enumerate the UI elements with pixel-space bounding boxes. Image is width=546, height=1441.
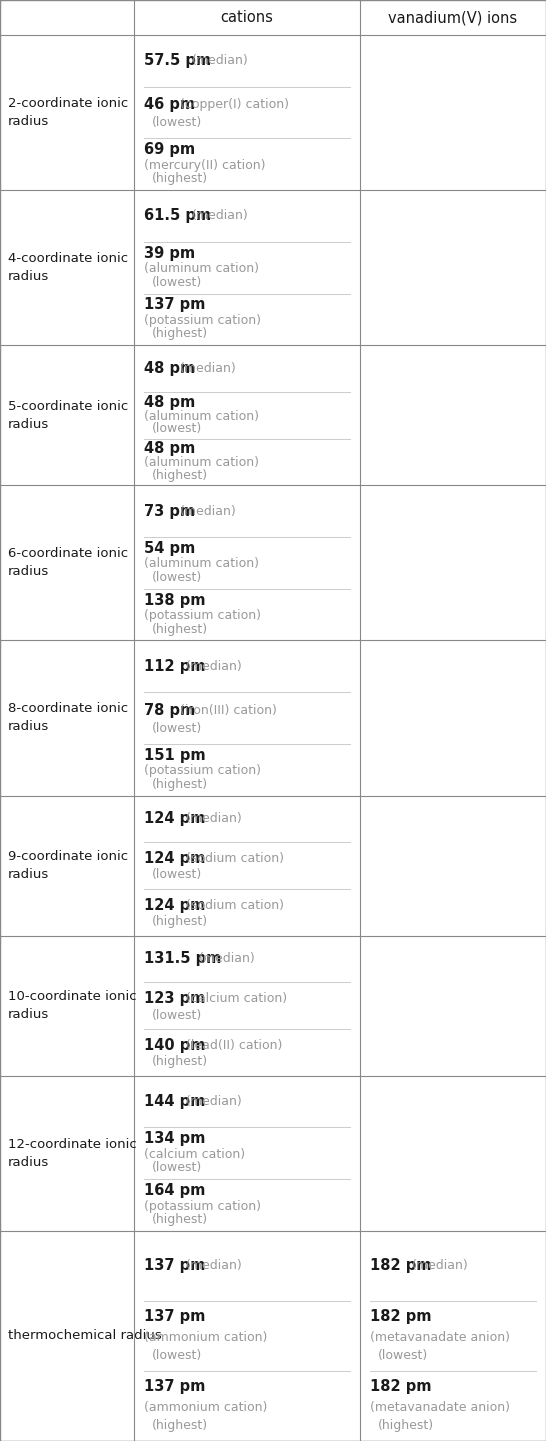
Text: (highest): (highest) — [152, 327, 208, 340]
Text: cations: cations — [221, 10, 274, 24]
Text: 124 pm: 124 pm — [144, 852, 205, 866]
Text: (highest): (highest) — [378, 1419, 434, 1432]
Text: thermochemical radius: thermochemical radius — [8, 1330, 162, 1343]
Text: (lowest): (lowest) — [152, 1009, 202, 1022]
Text: (median): (median) — [186, 1259, 242, 1272]
Text: 48 pm: 48 pm — [144, 362, 195, 376]
Text: (lowest): (lowest) — [378, 1349, 428, 1362]
Text: (potassium cation): (potassium cation) — [144, 314, 261, 327]
Text: 57.5 pm: 57.5 pm — [144, 53, 211, 68]
Text: (median): (median) — [186, 660, 242, 673]
Text: (highest): (highest) — [152, 778, 208, 791]
Text: (median): (median) — [198, 953, 255, 965]
Text: (lowest): (lowest) — [152, 422, 202, 435]
Text: (lowest): (lowest) — [152, 1161, 202, 1174]
Text: (sodium cation): (sodium cation) — [186, 899, 284, 912]
Text: (metavanadate anion): (metavanadate anion) — [370, 1331, 510, 1344]
Text: 137 pm: 137 pm — [144, 297, 205, 313]
Text: (copper(I) cation): (copper(I) cation) — [180, 98, 288, 111]
Text: 182 pm: 182 pm — [370, 1258, 431, 1274]
Text: 182 pm: 182 pm — [370, 1379, 431, 1393]
Text: 6-coordinate ionic
radius: 6-coordinate ionic radius — [8, 548, 128, 578]
Text: (lowest): (lowest) — [152, 1349, 202, 1362]
Text: 151 pm: 151 pm — [144, 748, 206, 762]
Text: 2-coordinate ionic
radius: 2-coordinate ionic radius — [8, 97, 128, 128]
Text: 182 pm: 182 pm — [370, 1308, 431, 1324]
Text: 134 pm: 134 pm — [144, 1131, 205, 1147]
Text: 144 pm: 144 pm — [144, 1094, 205, 1110]
Text: 48 pm: 48 pm — [144, 441, 195, 457]
Text: (lowest): (lowest) — [152, 571, 202, 584]
Text: (median): (median) — [180, 504, 236, 517]
Text: (calcium cation): (calcium cation) — [186, 993, 287, 1006]
Text: (median): (median) — [192, 55, 249, 68]
Text: 39 pm: 39 pm — [144, 246, 195, 261]
Text: 54 pm: 54 pm — [144, 540, 195, 556]
Text: 164 pm: 164 pm — [144, 1183, 205, 1197]
Text: (potassium cation): (potassium cation) — [144, 764, 261, 777]
Text: (lowest): (lowest) — [152, 117, 202, 130]
Text: (highest): (highest) — [152, 173, 208, 186]
Text: 61.5 pm: 61.5 pm — [144, 209, 211, 223]
Text: 9-coordinate ionic
radius: 9-coordinate ionic radius — [8, 850, 128, 880]
Text: (highest): (highest) — [152, 623, 208, 635]
Text: (potassium cation): (potassium cation) — [144, 1199, 261, 1212]
Text: 137 pm: 137 pm — [144, 1379, 205, 1393]
Text: 138 pm: 138 pm — [144, 592, 205, 608]
Text: 10-coordinate ionic
radius: 10-coordinate ionic radius — [8, 990, 136, 1022]
Text: 73 pm: 73 pm — [144, 504, 195, 519]
Text: (calcium cation): (calcium cation) — [144, 1148, 245, 1161]
Text: 124 pm: 124 pm — [144, 811, 205, 826]
Text: (metavanadate anion): (metavanadate anion) — [370, 1401, 510, 1414]
Text: 12-coordinate ionic
radius: 12-coordinate ionic radius — [8, 1138, 136, 1169]
Text: (iron(III) cation): (iron(III) cation) — [180, 703, 276, 716]
Text: (median): (median) — [186, 813, 242, 826]
Text: (median): (median) — [412, 1259, 468, 1272]
Text: (mercury(II) cation): (mercury(II) cation) — [144, 159, 265, 171]
Text: (highest): (highest) — [152, 915, 208, 928]
Text: (median): (median) — [180, 362, 236, 375]
Text: (aluminum cation): (aluminum cation) — [144, 262, 259, 275]
Text: (lowest): (lowest) — [152, 869, 202, 882]
Text: (aluminum cation): (aluminum cation) — [144, 457, 259, 470]
Text: (median): (median) — [192, 209, 249, 222]
Text: (aluminum cation): (aluminum cation) — [144, 558, 259, 571]
Text: (lowest): (lowest) — [152, 722, 202, 735]
Text: 48 pm: 48 pm — [144, 395, 195, 409]
Text: (sodium cation): (sodium cation) — [186, 852, 284, 865]
Text: 46 pm: 46 pm — [144, 98, 195, 112]
Text: (ammonium cation): (ammonium cation) — [144, 1401, 268, 1414]
Text: 8-coordinate ionic
radius: 8-coordinate ionic radius — [8, 703, 128, 733]
Text: (potassium cation): (potassium cation) — [144, 610, 261, 623]
Text: 123 pm: 123 pm — [144, 991, 205, 1006]
Text: (lowest): (lowest) — [152, 275, 202, 288]
Text: (highest): (highest) — [152, 1213, 208, 1226]
Text: 137 pm: 137 pm — [144, 1258, 205, 1274]
Text: 5-coordinate ionic
radius: 5-coordinate ionic radius — [8, 399, 128, 431]
Text: vanadium(V) ions: vanadium(V) ions — [388, 10, 518, 24]
Text: 112 pm: 112 pm — [144, 659, 205, 674]
Text: (aluminum cation): (aluminum cation) — [144, 409, 259, 422]
Text: 69 pm: 69 pm — [144, 143, 195, 157]
Text: 78 pm: 78 pm — [144, 703, 195, 718]
Text: 4-coordinate ionic
radius: 4-coordinate ionic radius — [8, 252, 128, 284]
Text: (highest): (highest) — [152, 468, 208, 481]
Text: 131.5 pm: 131.5 pm — [144, 951, 221, 967]
Text: (median): (median) — [186, 1095, 242, 1108]
Text: (ammonium cation): (ammonium cation) — [144, 1331, 268, 1344]
Text: (highest): (highest) — [152, 1419, 208, 1432]
Text: (lead(II) cation): (lead(II) cation) — [186, 1039, 282, 1052]
Text: 124 pm: 124 pm — [144, 898, 205, 912]
Text: (highest): (highest) — [152, 1055, 208, 1068]
Text: 140 pm: 140 pm — [144, 1038, 205, 1053]
Text: 137 pm: 137 pm — [144, 1308, 205, 1324]
